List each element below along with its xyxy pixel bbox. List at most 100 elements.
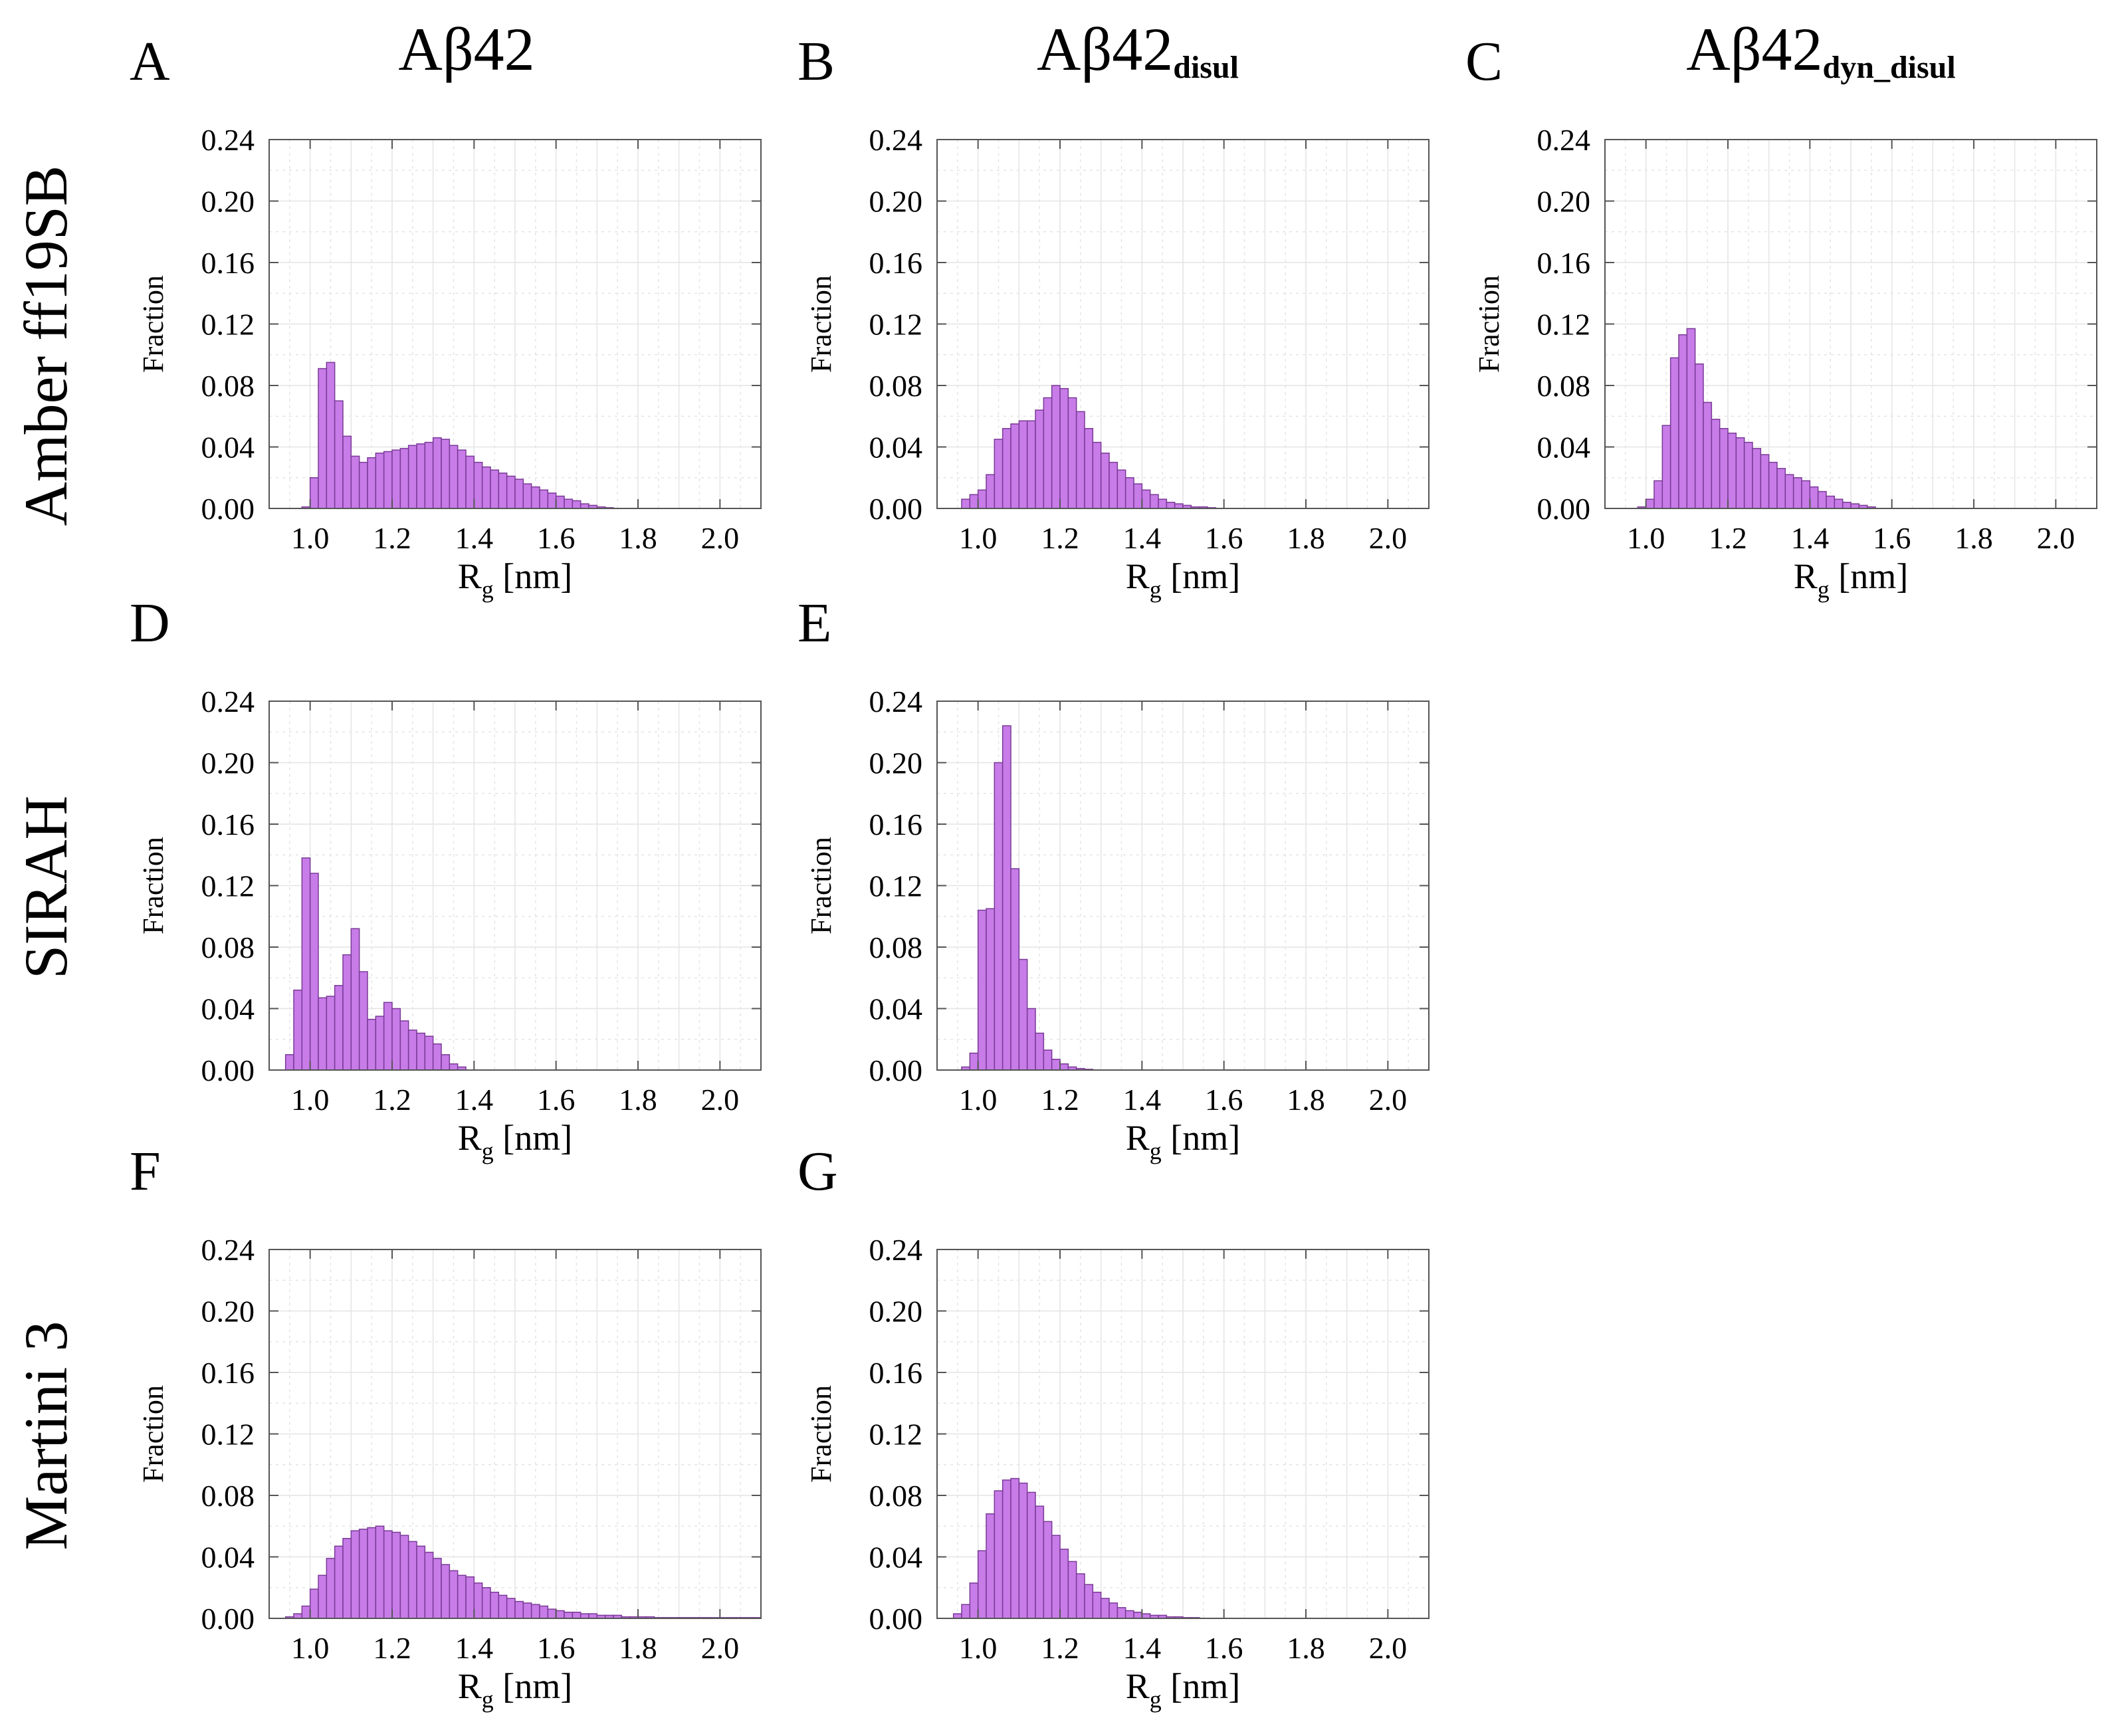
histogram-bar [498,1594,508,1619]
histogram-bar [391,1008,401,1071]
histogram-bar [334,1545,344,1619]
histogram-bar [367,457,377,509]
histogram-bar [580,1613,589,1619]
histogram-bar [1075,1573,1085,1619]
histogram-bar [522,483,532,509]
y-tick-label: 0.16 [869,246,923,280]
histogram-bar [416,443,426,509]
histogram-bar [473,1582,483,1619]
y-tick-label: 0.08 [869,930,923,964]
panel-letter: A [130,31,170,92]
histogram-bar [481,466,491,509]
y-tick-label: 0.12 [201,1418,255,1452]
histogram-bar [449,445,459,509]
y-tick-label: 0.04 [869,1541,923,1574]
histogram-bar [1059,387,1069,509]
histogram-bar [514,479,524,509]
histogram-bar [498,473,508,509]
y-tick-label: 0.08 [1537,369,1591,403]
histogram-bar [375,1016,385,1071]
y-tick-label: 0.00 [1537,492,1591,526]
histogram-bar [1743,441,1753,509]
x-tick-label: 1.8 [1287,1083,1325,1117]
y-tick-label: 0.04 [1537,431,1591,465]
x-axis-label-main: R [1794,556,1818,596]
histogram-bar [441,439,451,509]
histogram-bar [1124,1610,1134,1619]
histogram-bar [986,908,996,1071]
histogram-bar [1043,1521,1053,1619]
row-label-sirah: SIRAH [12,796,80,979]
histogram-bar [1035,409,1045,509]
histogram-bar [326,996,336,1071]
histogram-bar [309,1588,319,1619]
histogram-bar [375,453,385,509]
x-axis-label-sub: g [1150,576,1162,603]
y-tick-label: 0.00 [201,492,255,526]
y-tick-label: 0.20 [869,746,923,780]
x-tick-label: 1.6 [537,521,576,555]
histogram-bar [1653,480,1663,509]
histogram-bar [334,400,344,509]
y-tick-label: 0.12 [869,1418,923,1452]
histogram-bar [465,1576,475,1619]
histogram-bar [473,461,483,509]
x-axis-label: Rg [nm] [1126,556,1241,603]
histogram-bar [481,1587,491,1619]
x-tick-label: 1.0 [291,1083,330,1117]
histogram-bar [1669,357,1679,509]
x-axis-label-sub: g [482,1138,494,1164]
histogram-bar [1051,1059,1061,1071]
histogram-bar [539,489,549,509]
x-axis-label-main: R [1126,556,1150,596]
histogram-bar [1116,1607,1126,1619]
histogram-bar [506,1598,516,1619]
x-tick-label: 2.0 [2037,521,2075,555]
bars [301,362,614,509]
histogram-bar [1124,477,1134,509]
histogram-bar [1035,1505,1045,1619]
histogram-bar [555,495,565,509]
y-tick-label: 0.24 [1537,123,1591,157]
histogram-bar [1850,503,1860,509]
x-tick-label: 1.6 [1205,1083,1243,1117]
x-axis-label: Rg [nm] [1794,556,1909,603]
x-tick-label: 1.0 [1627,521,1665,555]
y-tick-label: 0.00 [869,1053,923,1087]
x-tick-label: 2.0 [701,1083,740,1117]
x-tick-label: 1.0 [291,1631,330,1665]
y-axis-label: Fraction [805,1385,837,1483]
y-tick-label: 0.04 [201,431,255,465]
histogram-bar [1719,428,1729,509]
histogram-bar [1661,425,1671,509]
histogram-bar [1075,411,1085,509]
histogram-bar [342,954,352,1071]
y-tick-label: 0.16 [869,808,923,841]
y-tick-label: 0.08 [201,369,255,403]
x-tick-label: 1.0 [959,1083,998,1117]
y-axis-label: Fraction [805,275,837,373]
y-axis-label: Fraction [805,837,837,934]
histogram-bar [1735,437,1745,509]
histogram-bar [457,1574,467,1619]
y-tick-label: 0.12 [201,308,255,342]
y-tick-label: 0.20 [201,185,255,219]
x-axis-label-unit: [nm] [494,556,572,596]
histogram-bar [358,971,368,1071]
histogram-bar [383,1002,393,1071]
histogram-bar [572,1612,582,1619]
grid [269,140,761,508]
histogram-bar [326,362,336,509]
row-label-martini: Martini 3 [12,1321,80,1551]
histogram-bar [1059,1063,1069,1071]
y-tick-label: 0.12 [1537,308,1591,342]
histogram-bar [1792,477,1802,509]
histogram-bar [994,762,1004,1071]
x-tick-label: 1.8 [619,1083,657,1117]
y-tick-label: 0.20 [201,1295,255,1329]
y-tick-label: 0.24 [201,123,255,157]
histogram-bar [1166,502,1176,509]
histogram-bar [424,441,434,509]
histogram-bar [432,1558,442,1619]
panel-letter: F [130,1140,161,1202]
